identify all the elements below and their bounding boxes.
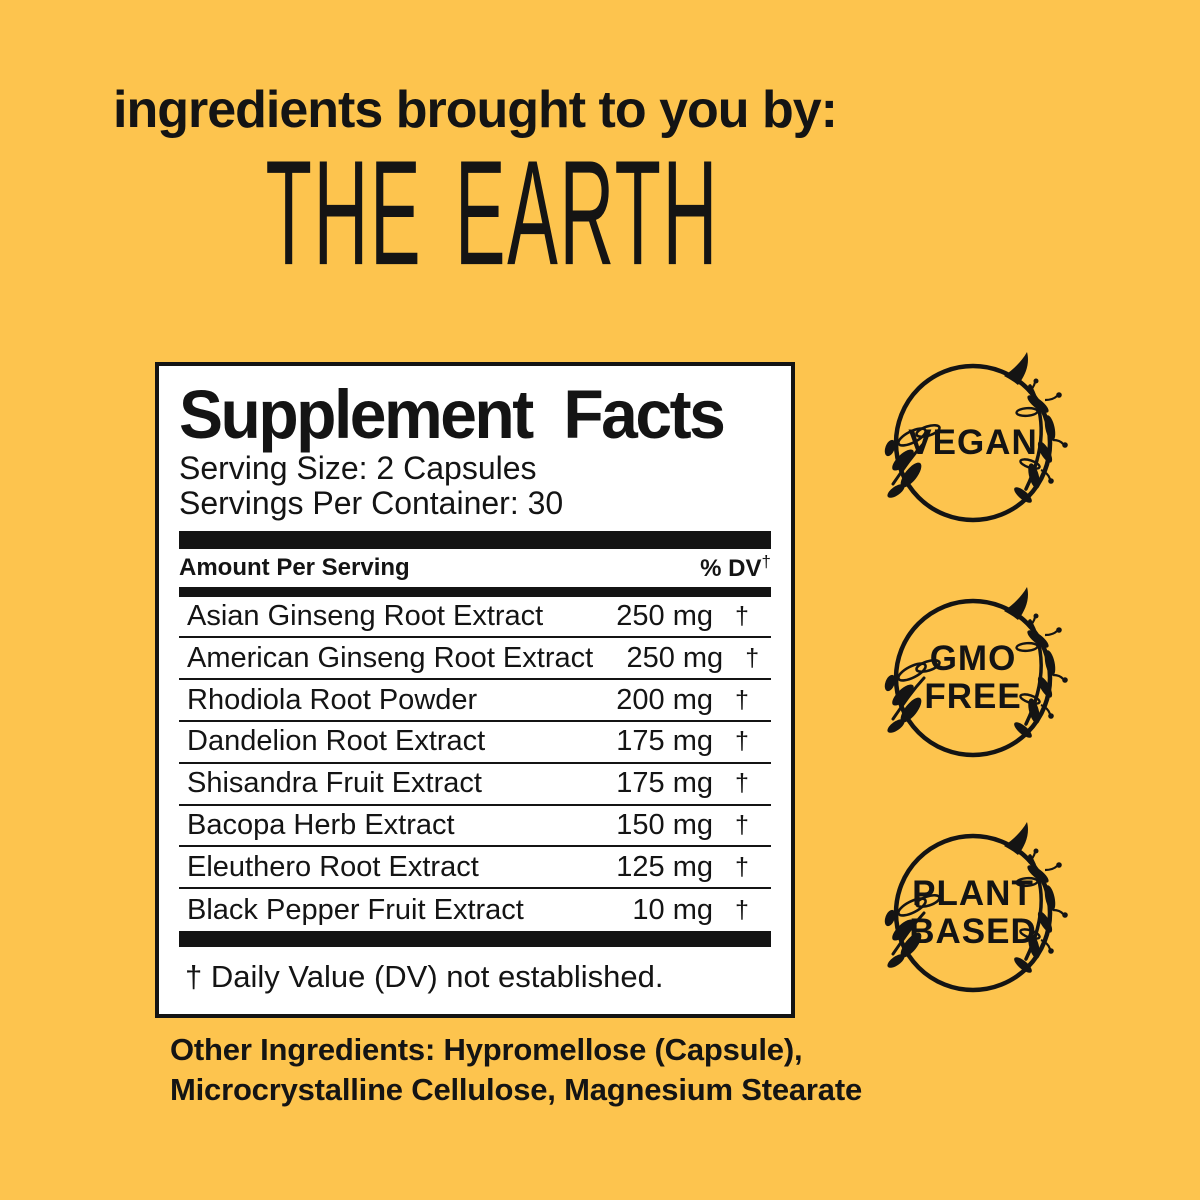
percent-dv-text: % DV (700, 555, 762, 583)
ingredient-row: American Ginseng Root Extract 250 mg † (179, 638, 771, 681)
badge-plant-based-label: PLANT BASED (878, 818, 1068, 1008)
badge-vegan: VEGAN (878, 348, 1068, 538)
ingredient-name: Bacopa Herb Extract (187, 808, 455, 841)
ingredient-amount: 175 mg (616, 725, 713, 758)
ingredient-amount: 150 mg (616, 808, 713, 841)
column-header-row: Amount Per Serving % DV† (179, 549, 771, 587)
tagline-text: ingredients brought to you by: (113, 81, 838, 139)
serving-size: Serving Size: 2 Capsules (179, 450, 537, 486)
percent-dv-label: % DV† (700, 552, 771, 583)
badge-plant-based: PLANT BASED (878, 818, 1068, 1008)
brand-title: THE EARTH (80, 128, 870, 296)
supplement-facts-panel: Supplement Facts Serving Size: 2 Capsule… (155, 362, 795, 1018)
ingredient-row: Shisandra Fruit Extract 175 mg † (179, 764, 771, 806)
ingredient-dv: † (735, 685, 749, 714)
ingredient-row: Eleuthero Root Extract 125 mg † (179, 847, 771, 890)
badge-vegan-label: VEGAN (878, 348, 1068, 538)
ingredient-dv: † (735, 810, 749, 839)
divider-bar-mid (179, 586, 771, 597)
ingredient-dv: † (735, 769, 749, 798)
ingredient-dv: † (735, 601, 749, 630)
ingredient-amount: 200 mg (616, 683, 713, 716)
amount-per-serving-label: Amount Per Serving (179, 553, 410, 581)
ingredient-row: Bacopa Herb Extract 150 mg † (179, 806, 771, 848)
ingredient-row: Dandelion Root Extract 175 mg † (179, 722, 771, 764)
badges-column: VEGAN GMO FREE PLANT BASED (878, 348, 1068, 1053)
ingredient-row: Rhodiola Root Powder 200 mg † (179, 680, 771, 722)
ingredient-name: Black Pepper Fruit Extract (187, 893, 524, 926)
header: ingredients brought to you by: THE EARTH (80, 80, 870, 296)
ingredient-name: Shisandra Fruit Extract (187, 767, 482, 800)
divider-bar-top (179, 530, 771, 549)
dv-footnote: † Daily Value (DV) not established. (185, 958, 664, 994)
badge-line1: VEGAN (908, 422, 1038, 462)
ingredient-row: Asian Ginseng Root Extract 250 mg † (179, 597, 771, 639)
ingredient-dv: † (735, 852, 749, 881)
ingredient-amount: 125 mg (616, 850, 713, 883)
ingredient-name: Dandelion Root Extract (187, 725, 486, 758)
badge-gmo-free: GMO FREE (878, 583, 1068, 773)
supplement-facts-title: Supplement Facts (179, 375, 726, 453)
ingredient-table: Asian Ginseng Root Extract 250 mg † Amer… (179, 597, 771, 931)
ingredient-name: Rhodiola Root Powder (187, 683, 478, 716)
servings-per-container: Servings Per Container: 30 (179, 485, 564, 522)
ingredient-dv: † (735, 727, 749, 756)
ingredient-amount: 10 mg (632, 893, 713, 926)
ingredient-name: Asian Ginseng Root Extract (187, 599, 544, 632)
ingredient-row: Black Pepper Fruit Extract 10 mg † (179, 889, 771, 931)
badge-line2: FREE (924, 677, 1022, 716)
badge-line1: GMO (929, 638, 1017, 678)
ingredient-dv: † (745, 643, 760, 672)
ingredient-amount: 250 mg (616, 599, 713, 632)
ingredient-name: American Ginseng Root Extract (187, 641, 594, 674)
other-ingredients: Other Ingredients: Hypromellose (Capsule… (170, 1032, 862, 1108)
dagger-mark: † (761, 552, 771, 572)
badge-line1: PLANT (912, 873, 1034, 913)
ingredient-amount: 175 mg (616, 767, 713, 800)
badge-line2: BASED (909, 912, 1037, 951)
ingredient-name: Eleuthero Root Extract (187, 850, 479, 883)
ingredient-amount: 250 mg (626, 641, 724, 674)
ingredient-dv: † (735, 895, 749, 924)
badge-gmo-free-label: GMO FREE (878, 583, 1068, 773)
divider-bar-bottom (179, 930, 771, 947)
brand-text: THE EARTH (265, 130, 720, 297)
